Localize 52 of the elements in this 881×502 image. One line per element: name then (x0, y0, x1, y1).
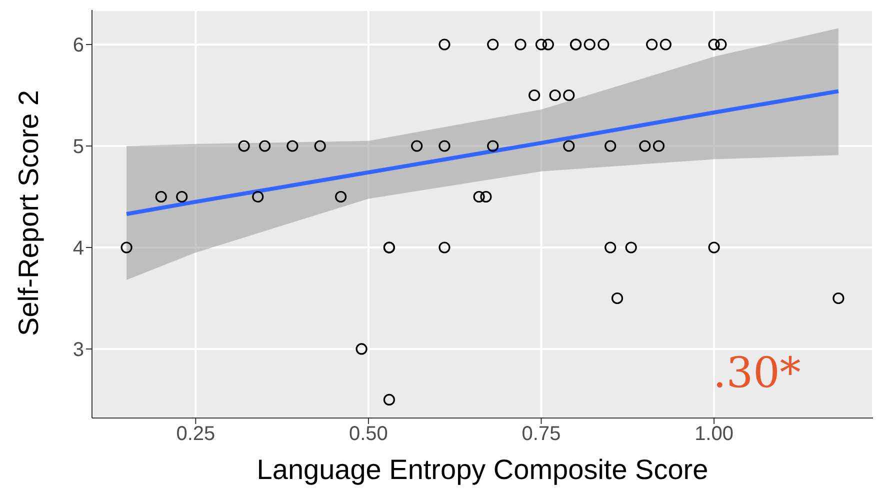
point (625, 242, 637, 254)
x-tick-label: 0.50 (348, 423, 388, 446)
point (708, 38, 720, 50)
point (514, 38, 526, 50)
point (563, 140, 575, 152)
x-axis-title: Language Entropy Composite Score (256, 454, 710, 486)
x-tick-label: 0.75 (522, 423, 561, 446)
point (314, 140, 326, 152)
point (487, 38, 499, 50)
point (438, 38, 450, 50)
point (549, 89, 561, 102)
point (639, 140, 651, 152)
point (480, 190, 492, 203)
point (604, 140, 616, 152)
point (660, 38, 672, 50)
point (598, 38, 610, 50)
x-tick-label: 1.00 (694, 423, 734, 446)
point (832, 292, 844, 304)
point (542, 38, 554, 50)
point (584, 38, 596, 50)
point (528, 89, 540, 102)
point (335, 190, 347, 203)
point (604, 242, 616, 254)
point (715, 38, 727, 50)
point (252, 190, 264, 203)
point (652, 140, 665, 152)
y-axis-title: Self-Report Score 2 (13, 90, 44, 336)
point (238, 140, 250, 152)
point (176, 190, 188, 203)
y-tick-label: 6 (72, 34, 84, 57)
line-series (124, 89, 840, 216)
point (487, 140, 499, 152)
point (286, 140, 298, 152)
point (646, 38, 658, 50)
y-tick-label: 3 (72, 339, 84, 362)
point (563, 89, 575, 102)
point (155, 190, 167, 203)
point (120, 242, 132, 254)
point (611, 292, 624, 304)
annotation: .30* (713, 348, 801, 397)
point (708, 242, 720, 254)
y-tick-label: 5 (72, 136, 84, 158)
x-tick-label: 0.25 (176, 423, 216, 446)
point (258, 140, 271, 152)
point (535, 38, 548, 50)
point (383, 394, 395, 406)
y-tick-label: 4 (72, 238, 84, 260)
point (438, 140, 450, 152)
point (473, 190, 485, 203)
point (411, 140, 423, 152)
point (356, 343, 368, 355)
point (438, 242, 450, 254)
